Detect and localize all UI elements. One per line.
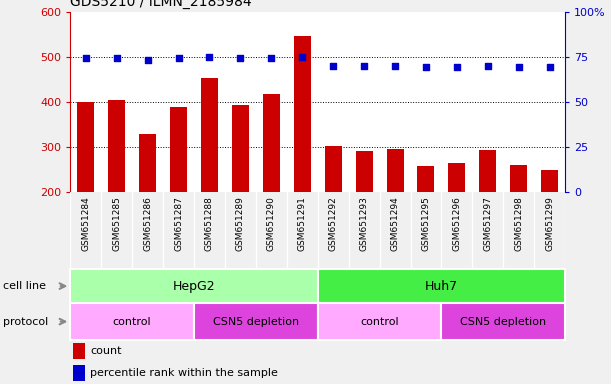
Text: cell line: cell line	[3, 281, 46, 291]
Bar	[232, 105, 249, 192]
Bar	[318, 269, 565, 303]
Point	[514, 65, 524, 71]
Text: GSM651292: GSM651292	[329, 196, 338, 251]
Text: GSM651286: GSM651286	[143, 196, 152, 251]
Point	[143, 57, 153, 63]
Bar	[263, 94, 280, 192]
Bar	[480, 150, 496, 192]
Point	[452, 65, 462, 71]
Bar	[324, 146, 342, 192]
Text: control: control	[360, 316, 399, 327]
Text: percentile rank within the sample: percentile rank within the sample	[90, 368, 278, 378]
Point	[298, 53, 307, 60]
Point	[235, 55, 245, 61]
Text: GSM651293: GSM651293	[360, 196, 368, 251]
Point	[328, 63, 338, 69]
Bar	[510, 165, 527, 192]
Point	[483, 63, 492, 69]
Bar	[448, 163, 466, 192]
Text: GSM651288: GSM651288	[205, 196, 214, 251]
Point	[174, 55, 183, 61]
Text: HepG2: HepG2	[173, 280, 215, 293]
Bar	[73, 365, 85, 381]
Text: GSM651289: GSM651289	[236, 196, 245, 251]
Bar	[108, 100, 125, 192]
Text: GSM651296: GSM651296	[452, 196, 461, 251]
Text: GDS5210 / ILMN_2185984: GDS5210 / ILMN_2185984	[70, 0, 252, 9]
Bar	[194, 303, 318, 340]
Text: GSM651294: GSM651294	[390, 196, 400, 251]
Text: protocol: protocol	[3, 316, 48, 327]
Text: GSM651285: GSM651285	[112, 196, 121, 251]
Bar	[417, 166, 434, 192]
Bar	[442, 303, 565, 340]
Bar	[170, 107, 187, 192]
Text: Huh7: Huh7	[425, 280, 458, 293]
Bar	[73, 343, 85, 359]
Point	[266, 55, 276, 61]
Bar	[356, 151, 373, 192]
Bar	[387, 149, 403, 192]
Text: GSM651284: GSM651284	[81, 196, 90, 251]
Text: control: control	[113, 316, 152, 327]
Point	[359, 63, 369, 69]
Point	[81, 55, 90, 61]
Point	[205, 53, 214, 60]
Text: GSM651290: GSM651290	[267, 196, 276, 251]
Text: GSM651299: GSM651299	[545, 196, 554, 251]
Text: GSM651298: GSM651298	[514, 196, 523, 251]
Bar	[139, 134, 156, 192]
Text: GSM651295: GSM651295	[422, 196, 431, 251]
Text: CSN5 depletion: CSN5 depletion	[213, 316, 299, 327]
Bar	[70, 269, 318, 303]
Bar	[541, 170, 558, 192]
Point	[112, 55, 122, 61]
Bar	[77, 102, 94, 192]
Point	[421, 65, 431, 71]
Bar	[318, 303, 442, 340]
Point	[545, 65, 555, 71]
Bar	[201, 78, 218, 192]
Bar	[70, 303, 194, 340]
Bar	[294, 36, 311, 192]
Text: GSM651287: GSM651287	[174, 196, 183, 251]
Text: count: count	[90, 346, 122, 356]
Text: GSM651297: GSM651297	[483, 196, 492, 251]
Text: GSM651291: GSM651291	[298, 196, 307, 251]
Text: CSN5 depletion: CSN5 depletion	[460, 316, 546, 327]
Point	[390, 63, 400, 69]
